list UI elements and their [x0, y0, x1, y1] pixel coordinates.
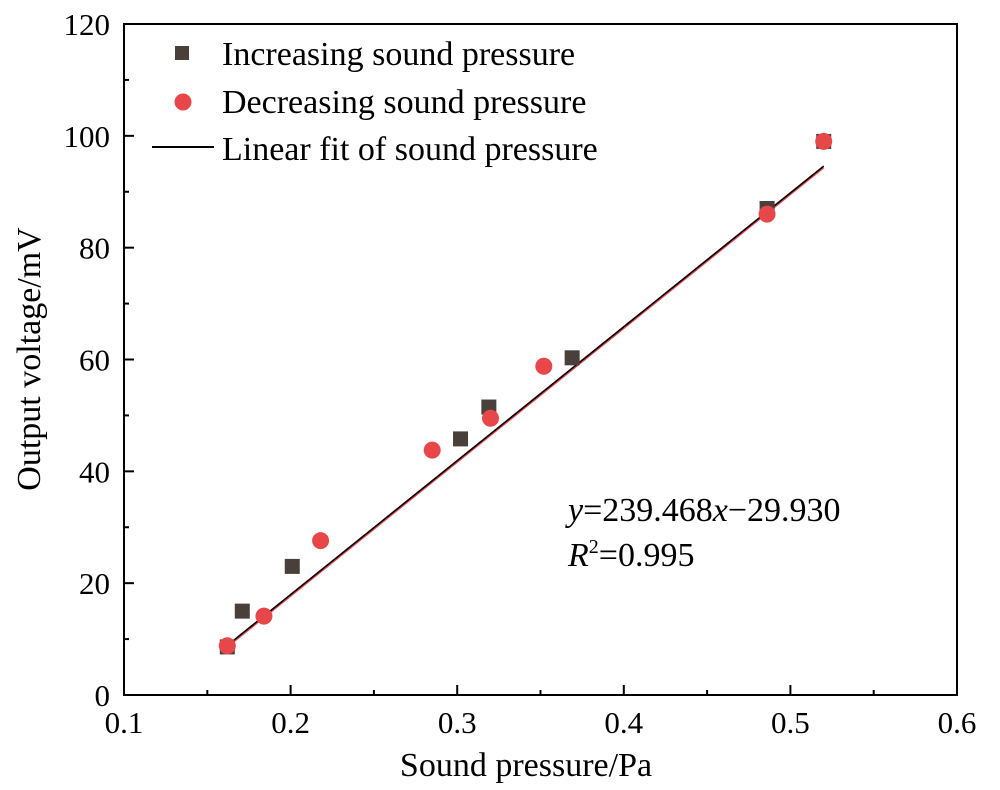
point-increasing [453, 431, 469, 447]
fit-equation: y=239.468x−29.930 [565, 492, 841, 529]
legend-marker-increasing [175, 46, 189, 60]
y-tick-label: 80 [79, 231, 110, 266]
x-tick-label: 0.5 [771, 705, 810, 740]
y-tick-label: 20 [79, 566, 110, 601]
legend-label-increasing: Increasing sound pressure [222, 36, 575, 73]
x-tick-label: 0.4 [604, 705, 643, 740]
point-decreasing [758, 205, 776, 223]
legend-marker-decreasing [174, 93, 192, 111]
legend-label-decreasing: Decreasing sound pressure [222, 84, 586, 121]
axis-ticks [123, 23, 958, 696]
x-tick-label: 0.1 [105, 705, 144, 740]
point-increasing [234, 603, 250, 619]
data-markers [218, 132, 833, 655]
y-tick-label: 120 [64, 7, 111, 42]
y-tick-label: 100 [64, 119, 111, 154]
x-tick-label: 0.6 [938, 705, 977, 740]
point-increasing [564, 350, 580, 366]
legend: Increasing sound pressure Decreasing sou… [152, 36, 598, 168]
x-axis-title: Sound pressure/Pa [400, 747, 652, 784]
x-tick-label: 0.2 [271, 705, 310, 740]
y-axis-title: Output voltage/mV [11, 227, 48, 491]
y-tick-label: 40 [79, 454, 110, 489]
point-decreasing [535, 357, 553, 375]
y-tick-label: 60 [79, 343, 110, 378]
point-decreasing [815, 132, 833, 150]
point-decreasing [312, 532, 330, 550]
point-decreasing [255, 607, 273, 625]
legend-label-fit: Linear fit of sound pressure [222, 131, 598, 168]
fit-lines [226, 165, 825, 648]
fit-line [226, 165, 825, 647]
point-decreasing [423, 441, 441, 459]
y-tick-label: 0 [95, 678, 111, 713]
point-increasing [284, 558, 300, 574]
r-squared: R2=0.995 [567, 536, 694, 574]
point-decreasing [482, 409, 500, 427]
x-tick-label: 0.3 [438, 705, 477, 740]
axis-tick-labels: 0.1 0.2 0.3 0.4 0.5 0.6 0 20 40 60 80 100 120 [64, 7, 977, 740]
fit-line-decreasing [226, 166, 825, 648]
point-decreasing [218, 637, 236, 655]
